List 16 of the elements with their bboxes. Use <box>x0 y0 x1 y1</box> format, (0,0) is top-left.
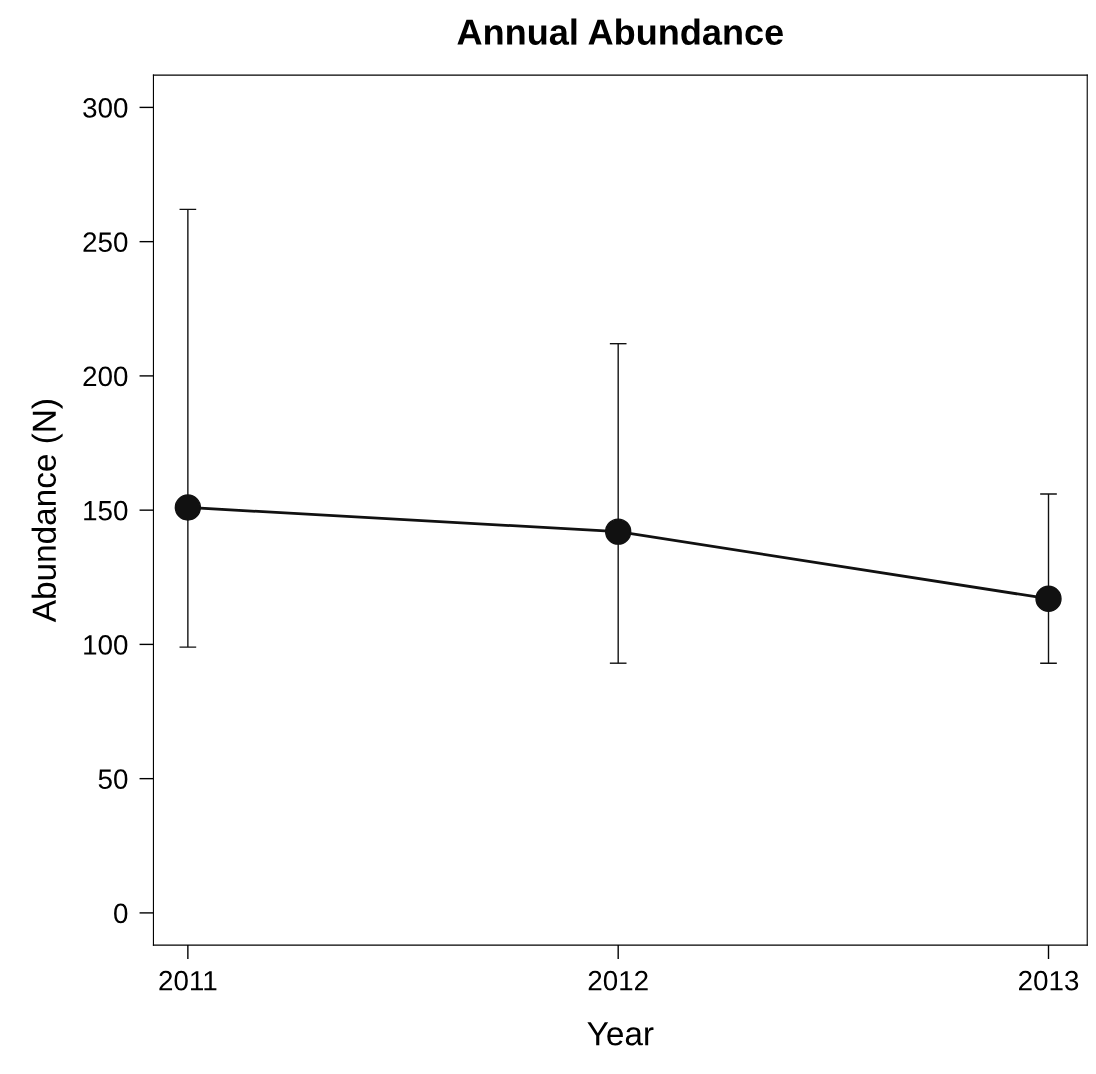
y-tick-label: 0 <box>114 903 128 924</box>
y-tick-label: 300 <box>83 98 128 118</box>
y-axis-title: Abundance (N) <box>31 400 63 623</box>
point <box>604 518 632 545</box>
y-tick-label: 250 <box>83 232 128 252</box>
y-tick-label: 100 <box>84 635 128 655</box>
y-tick-label: 200 <box>83 366 128 387</box>
y-tick-label: 150 <box>84 500 128 521</box>
point <box>174 494 202 521</box>
x-tick-label: 2011 <box>159 970 217 991</box>
x-axis-title: Year <box>587 1022 654 1046</box>
x-tick-label: 2012 <box>588 970 648 991</box>
point <box>1035 585 1062 612</box>
chart-title: Annual Abundance <box>457 18 783 45</box>
y-tick-label: 50 <box>98 769 128 789</box>
x-tick-label: 2013 <box>1019 970 1079 991</box>
